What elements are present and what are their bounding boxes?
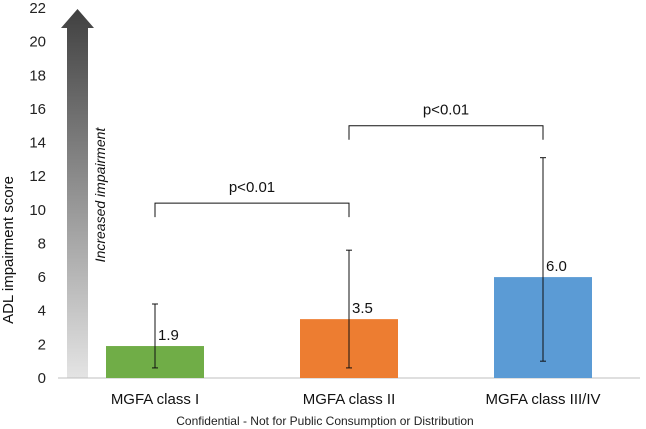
y-tick-label: 6 [38,269,46,286]
y-tick-label: 10 [29,202,46,219]
y-tick-label: 16 [29,101,46,118]
y-tick-label: 8 [38,235,46,252]
data-label: 3.5 [352,300,373,317]
data-label: 6.0 [546,258,567,275]
y-tick-label: 22 [29,0,46,17]
y-axis-label: ADL impairment score [0,176,17,324]
p-value-label: p<0.01 [229,179,275,196]
category-label: MGFA class III/IV [485,391,600,408]
y-tick-label: 2 [38,336,46,353]
p-value-label: p<0.01 [423,102,469,119]
impairment-arrow-icon [61,9,94,378]
category-label: MGFA class I [111,391,199,408]
y-tick-label: 0 [38,370,46,387]
arrow-label: Increased impairment [92,127,108,263]
confidentiality-footer: Confidential - Not for Public Consumptio… [176,414,473,428]
y-tick-label: 12 [29,168,46,185]
significance-bracket [154,202,350,218]
data-label: 1.9 [158,327,179,344]
y-tick-label: 4 [38,303,46,320]
y-tick-label: 20 [29,34,46,51]
y-tick-label: 14 [29,135,46,152]
significance-bracket [348,125,544,140]
y-tick-label: 18 [29,67,46,84]
category-label: MGFA class II [303,391,396,408]
